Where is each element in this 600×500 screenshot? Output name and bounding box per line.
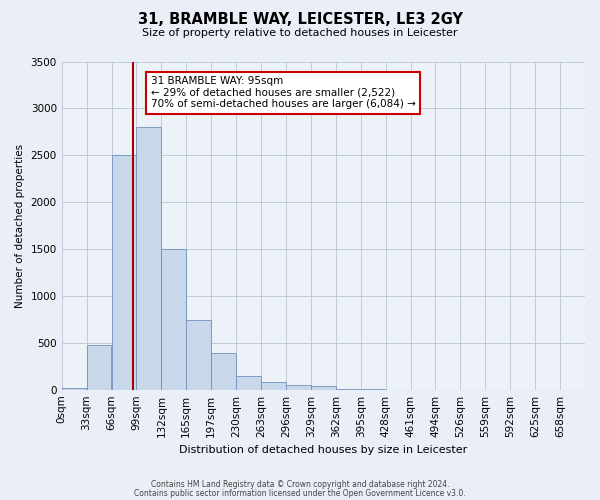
Bar [236,376,261,390]
Bar [186,320,211,390]
Text: Size of property relative to detached houses in Leicester: Size of property relative to detached ho… [142,28,458,38]
Bar [62,388,86,390]
Bar [136,127,161,390]
Bar [211,353,236,390]
Bar [86,344,111,390]
Bar [286,384,311,390]
Bar [311,386,335,390]
Bar [161,249,186,390]
Text: 31, BRAMBLE WAY, LEICESTER, LE3 2GY: 31, BRAMBLE WAY, LEICESTER, LE3 2GY [137,12,463,28]
X-axis label: Distribution of detached houses by size in Leicester: Distribution of detached houses by size … [179,445,467,455]
Bar [336,388,361,390]
Text: 31 BRAMBLE WAY: 95sqm
← 29% of detached houses are smaller (2,522)
70% of semi-d: 31 BRAMBLE WAY: 95sqm ← 29% of detached … [151,76,416,110]
Bar [112,156,136,390]
Y-axis label: Number of detached properties: Number of detached properties [15,144,25,308]
Bar [261,382,286,390]
Text: Contains public sector information licensed under the Open Government Licence v3: Contains public sector information licen… [134,488,466,498]
Text: Contains HM Land Registry data © Crown copyright and database right 2024.: Contains HM Land Registry data © Crown c… [151,480,449,489]
